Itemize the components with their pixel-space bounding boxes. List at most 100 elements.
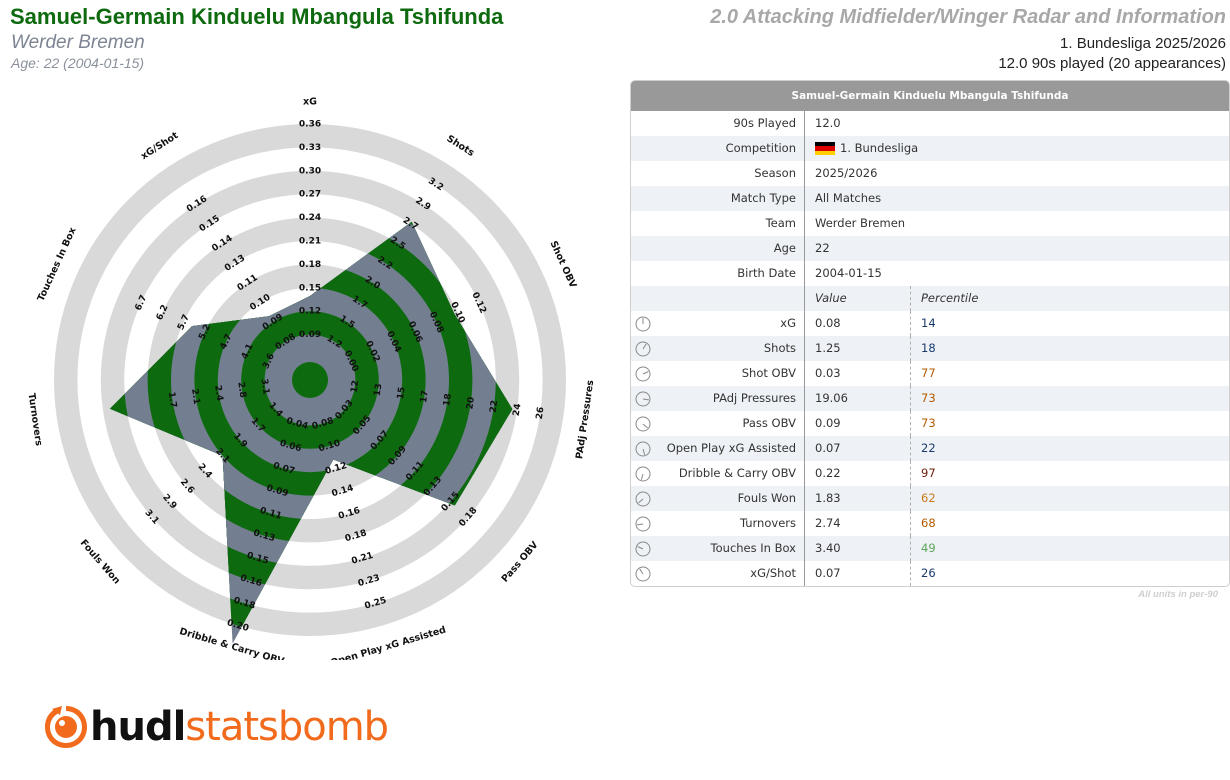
stat-label: Open Play xG Assisted	[655, 436, 805, 461]
tick-label: 0.18	[299, 260, 321, 270]
info-value: All Matches	[805, 186, 1229, 211]
tick-label: 26	[535, 406, 547, 420]
stat-label: Fouls Won	[655, 486, 805, 511]
stat-value: 1.25	[815, 341, 841, 355]
stat-rows: xG 0.08 14 Shots 1.25 18 Shot OBV 0.03 77 PAdj Pr…	[631, 311, 1229, 586]
tick-label: 1.7	[166, 391, 178, 408]
stat-dial-icon	[631, 416, 655, 432]
tick-label: 2.1	[189, 388, 201, 405]
player-name: Samuel-Germain Kinduelu Mbangula Tshifun…	[10, 4, 504, 29]
logo-statsbomb: statsbomb	[185, 704, 389, 750]
stat-value: 3.40	[815, 541, 841, 555]
stat-row: Touches In Box 3.40 49	[631, 536, 1229, 561]
stat-label: PAdj Pressures	[655, 386, 805, 411]
stat-percentile: 97	[910, 461, 1229, 486]
tick-label: 12	[350, 380, 362, 394]
tick-label: 17	[419, 390, 431, 404]
info-label: Birth Date	[655, 261, 805, 286]
info-value: 2004-01-15	[805, 261, 1229, 286]
percentile-header: Percentile	[910, 286, 1229, 311]
stat-value: 0.08	[815, 316, 841, 330]
info-value: Werder Bremen	[805, 211, 1229, 236]
info-row: Team Werder Bremen	[631, 211, 1229, 236]
info-value-text: 12.0	[815, 116, 841, 130]
stat-label: Pass OBV	[655, 411, 805, 436]
stat-label: Touches In Box	[655, 536, 805, 561]
logo-wordmark: hudlstatsbomb	[90, 704, 389, 750]
axis-label: Pass OBV	[500, 539, 541, 584]
stat-label: Shots	[655, 336, 805, 361]
stat-row: Shots 1.25 18	[631, 336, 1229, 361]
center-core	[292, 362, 328, 398]
value-header: Value	[815, 291, 847, 305]
info-label: Season	[655, 161, 805, 186]
units-footnote: All units in per-90	[1138, 589, 1218, 600]
tick-label: 0.30	[299, 166, 321, 176]
info-row: Birth Date 2004-01-15	[631, 261, 1229, 286]
player-info-table: Samuel-Germain Kinduelu Mbangula Tshifun…	[630, 80, 1230, 587]
info-value: 12.0	[805, 111, 1229, 136]
info-value-text: All Matches	[815, 191, 882, 205]
tick-label: 22	[489, 400, 501, 414]
stat-dial-icon	[631, 366, 655, 382]
minutes-played: 12.0 90s played (20 appearances)	[998, 55, 1226, 72]
tick-label: 0.33	[299, 143, 321, 153]
stat-value: 0.07	[815, 441, 841, 455]
axis-label: PAdj Pressures	[574, 379, 596, 460]
info-value: 2025/2026	[805, 161, 1229, 186]
stat-header-row: Value Percentile	[631, 286, 1229, 311]
stat-dial-icon	[631, 516, 655, 532]
stat-percentile: 68	[910, 511, 1229, 536]
stat-dial-icon	[631, 441, 655, 457]
stat-value: 0.07	[815, 566, 841, 580]
tick-label: 0.12	[299, 307, 321, 317]
stat-percentile: 49	[910, 536, 1229, 561]
stat-value: 0.09	[815, 416, 841, 430]
tick-label: 24	[512, 403, 524, 417]
tick-label: 0.24	[299, 213, 321, 223]
template-title: 2.0 Attacking Midfielder/Winger Radar an…	[710, 6, 1226, 28]
info-row: Age 22	[631, 236, 1229, 261]
stat-label: xG	[655, 311, 805, 336]
info-label: Team	[655, 211, 805, 236]
radar-chart: 0.09 0.12 0.15 0.18 0.21 0.24 0.27 0.30 0.33 0.36…	[26, 97, 597, 661]
stat-row: xG 0.08 14	[631, 311, 1229, 336]
info-label: Match Type	[655, 186, 805, 211]
tick-label: 13	[373, 383, 385, 397]
tick-label: 3.1	[259, 378, 271, 395]
info-value: 1. Bundesliga	[805, 136, 1229, 161]
stat-dial-icon	[631, 491, 655, 507]
info-label: 90s Played	[655, 111, 805, 136]
germany-flag-icon	[815, 142, 835, 155]
tick-label: 0.09	[299, 330, 321, 340]
info-value-text: 22	[815, 241, 830, 255]
stat-value: 1.83	[815, 491, 841, 505]
stat-percentile: 62	[910, 486, 1229, 511]
stat-percentile: 73	[910, 386, 1229, 411]
table-title: Samuel-Germain Kinduelu Mbangula Tshifun…	[631, 81, 1229, 111]
info-value-text: 1. Bundesliga	[840, 141, 919, 155]
stat-dial-icon	[631, 566, 655, 582]
stat-value: 2.74	[815, 516, 841, 530]
tick-label: 2.8	[235, 381, 247, 398]
info-row: Competition 1. Bundesliga	[631, 136, 1229, 161]
stat-value: 19.06	[815, 391, 848, 405]
info-value: 22	[805, 236, 1229, 261]
info-row: Match Type All Matches	[631, 186, 1229, 211]
tick-label: 18	[442, 393, 454, 407]
stat-percentile: 26	[910, 561, 1229, 586]
stat-row: Turnovers 2.74 68	[631, 511, 1229, 536]
info-rows: 90s Played 12.0 Competition 1. Bundesliga Se…	[631, 111, 1229, 286]
stat-label: Shot OBV	[655, 361, 805, 386]
tick-label: 0.21	[299, 237, 321, 247]
tick-label: 15	[396, 386, 408, 400]
axis-label: xG	[303, 97, 317, 108]
tick-label: 0.15	[299, 283, 321, 293]
axis-label: Shots	[445, 133, 477, 159]
info-value-text: Werder Bremen	[815, 216, 906, 230]
age-line: Age: 22 (2004-01-15)	[11, 55, 145, 71]
stat-row: PAdj Pressures 19.06 73	[631, 386, 1229, 411]
stat-row: Dribble & Carry OBV 0.22 97	[631, 461, 1229, 486]
stat-dial-icon	[631, 316, 655, 332]
tick-label: 20	[465, 396, 477, 410]
